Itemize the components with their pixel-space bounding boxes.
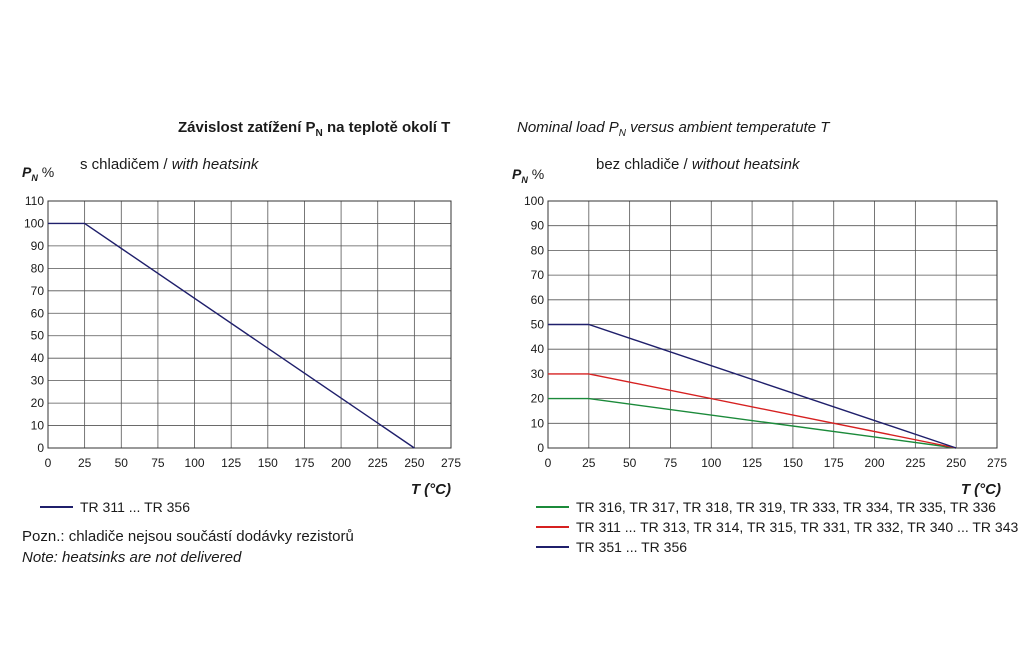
x-tick-label: 50 — [115, 456, 129, 470]
x-tick-label: 275 — [987, 456, 1007, 470]
x-tick-label: 225 — [905, 456, 925, 470]
y-tick-label: 0 — [537, 441, 544, 455]
title-english: Nominal load PN versus ambient temperatu… — [517, 119, 830, 139]
right-y-axis-label: PN % — [512, 166, 545, 185]
x-axis-label: T (°C) — [411, 481, 451, 498]
x-tick-label: 125 — [742, 456, 762, 470]
legend-label: TR 311 ... TR 356 — [80, 499, 190, 515]
x-tick-label: 75 — [664, 456, 678, 470]
y-tick-label: 50 — [531, 318, 545, 332]
x-tick-label: 0 — [45, 456, 52, 470]
y-tick-label: 80 — [531, 243, 545, 257]
y-tick-label: 20 — [531, 392, 545, 406]
y-tick-label: 90 — [531, 219, 545, 233]
chart-1: 0 25 50 75 100 125 150 175 200 225 250 275 0 10 20 30 40… — [24, 194, 461, 515]
series-line — [548, 323, 957, 449]
y-tick-label: 110 — [25, 194, 44, 208]
chart-2: 0 25 50 75 100 125 150 175 200 225 250 275 0 10 20 30 40… — [524, 194, 1019, 555]
y-tick-label: 60 — [31, 306, 45, 320]
series-line — [548, 373, 957, 449]
series-line — [548, 397, 957, 449]
y-tick-label: 90 — [31, 239, 45, 253]
legend-label: TR 311 ... TR 313, TR 314, TR 315, TR 33… — [576, 519, 1018, 535]
y-tick-label: 10 — [31, 419, 45, 433]
note-english: Note: heatsinks are not delivered — [22, 549, 242, 566]
x-tick-label: 150 — [783, 456, 803, 470]
left-y-axis-label: PN % — [22, 164, 55, 183]
x-tick-label: 25 — [582, 456, 596, 470]
y-tick-label: 70 — [31, 284, 45, 298]
x-tick-label: 25 — [78, 456, 92, 470]
x-tick-label: 175 — [824, 456, 844, 470]
x-tick-label: 200 — [865, 456, 885, 470]
legend-label: TR 316, TR 317, TR 318, TR 319, TR 333, … — [576, 499, 996, 515]
y-tick-label: 40 — [531, 342, 545, 356]
y-tick-label: 30 — [31, 374, 45, 388]
x-tick-label: 125 — [221, 456, 241, 470]
x-tick-label: 250 — [404, 456, 424, 470]
y-tick-label: 100 — [524, 194, 544, 208]
y-tick-label: 80 — [31, 261, 45, 275]
y-tick-label: 40 — [31, 351, 45, 365]
x-tick-label: 225 — [368, 456, 388, 470]
y-tick-label: 70 — [531, 268, 545, 282]
right-subtitle: bez chladiče / without heatsink — [596, 156, 800, 173]
x-tick-label: 175 — [294, 456, 314, 470]
x-tick-label: 275 — [441, 456, 461, 470]
y-tick-label: 100 — [24, 216, 44, 230]
series-line — [48, 222, 415, 449]
y-tick-label: 30 — [531, 367, 545, 381]
x-tick-label: 0 — [545, 456, 552, 470]
left-subtitle: s chladičem / with heatsink — [80, 156, 259, 173]
x-tick-label: 75 — [151, 456, 165, 470]
note-czech: Pozn.: chladiče nejsou součástí dodávky … — [22, 528, 354, 545]
y-tick-label: 0 — [37, 441, 44, 455]
x-tick-label: 100 — [185, 456, 205, 470]
x-tick-label: 150 — [258, 456, 278, 470]
legend-label: TR 351 ... TR 356 — [576, 539, 687, 555]
x-axis-label: T (°C) — [961, 481, 1001, 498]
x-tick-label: 100 — [701, 456, 721, 470]
y-tick-label: 20 — [31, 396, 45, 410]
x-tick-label: 50 — [623, 456, 637, 470]
y-tick-label: 10 — [531, 416, 545, 430]
y-tick-label: 50 — [31, 329, 45, 343]
x-tick-label: 250 — [946, 456, 966, 470]
plot-frame — [47, 200, 452, 449]
y-tick-label: 60 — [531, 293, 545, 307]
x-tick-label: 200 — [331, 456, 351, 470]
title-czech: Závislost zatížení PN na teplotě okolí T — [178, 119, 451, 139]
